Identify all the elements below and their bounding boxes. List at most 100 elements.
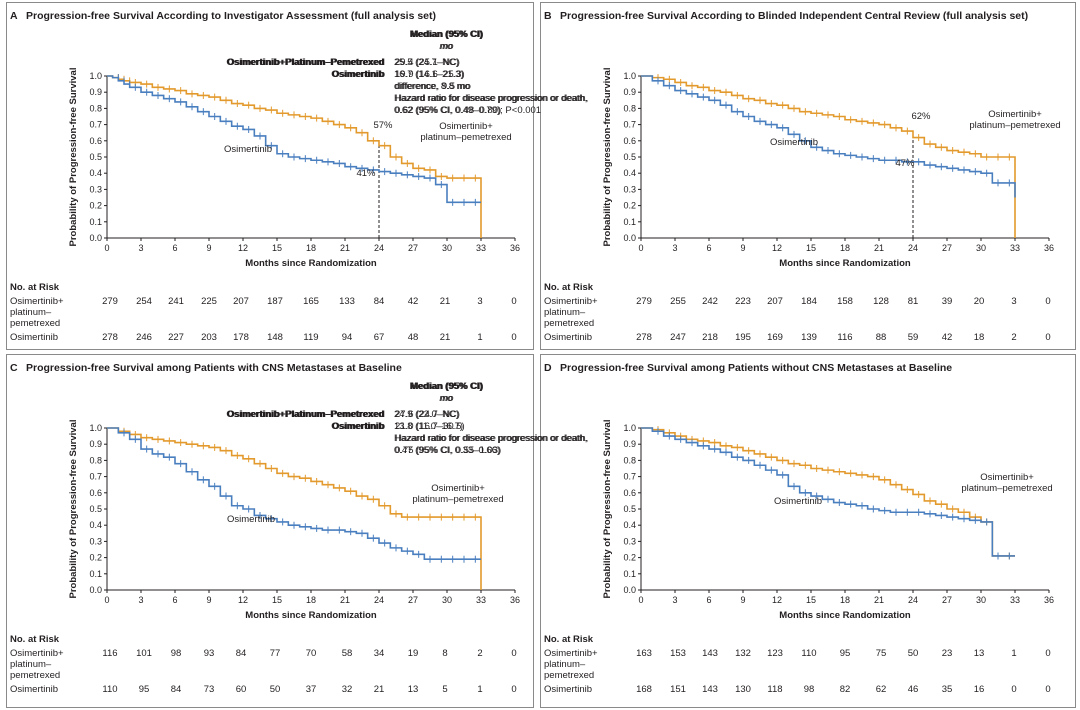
risk-value-combo: 0 <box>1045 296 1050 307</box>
risk-value-mono: 148 <box>267 332 283 343</box>
y-tick-label: 0.2 <box>623 201 636 211</box>
y-tick-label: 0.6 <box>623 136 636 146</box>
risk-value-mono: 278 <box>102 332 118 343</box>
risk-value-combo: 184 <box>801 296 817 307</box>
risk-value-combo: 0 <box>1045 648 1050 659</box>
risk-label-mono: Osimertinib <box>544 684 592 695</box>
risk-value-mono: 98 <box>804 684 815 695</box>
stats-value: Hazard ratio for disease progression or … <box>395 433 588 444</box>
median-unit: mo <box>439 393 452 404</box>
risk-value-combo: 84 <box>374 296 385 307</box>
panel-b: B Progression-free Survival According to … <box>227 10 1060 343</box>
risk-value-mono: 139 <box>801 332 817 343</box>
risk-label-combo: pemetrexed <box>10 670 60 681</box>
curve-label-mono: Osimertinib <box>774 496 822 507</box>
y-tick-label: 0.7 <box>623 472 636 482</box>
risk-value-combo: 21 <box>440 296 451 307</box>
risk-header: No. at Risk <box>544 634 594 645</box>
x-tick-label: 24 <box>908 595 918 605</box>
x-tick-label: 18 <box>306 595 316 605</box>
panel-title: Progression-free Survival According to I… <box>26 10 436 22</box>
median-unit: mo <box>439 41 452 52</box>
risk-value-combo: 110 <box>801 648 816 659</box>
panel-title: Progression-free Survival among Patients… <box>26 362 402 374</box>
stats-label: Osimertinib <box>332 421 385 432</box>
risk-value-combo: 132 <box>735 648 751 659</box>
y-tick-label: 0.9 <box>623 87 636 97</box>
risk-label-combo: platinum– <box>10 659 52 670</box>
x-tick-label: 0 <box>104 595 109 605</box>
x-tick-label: 24 <box>374 243 384 253</box>
y-tick-label: 0.0 <box>623 585 636 595</box>
risk-value-combo: 165 <box>303 296 319 307</box>
y-tick-label: 0.6 <box>89 136 102 146</box>
risk-value-mono: 46 <box>908 684 919 695</box>
y-tick-label: 0.7 <box>623 120 636 130</box>
x-tick-label: 3 <box>138 595 143 605</box>
risk-value-mono: 0 <box>511 684 516 695</box>
y-tick-label: 0.5 <box>623 504 636 514</box>
risk-value-mono: 1 <box>477 684 482 695</box>
x-tick-label: 27 <box>942 243 952 253</box>
median-unit: mo <box>440 41 453 52</box>
x-tick-label: 18 <box>306 243 316 253</box>
curve-label-mono: Osimertinib <box>770 137 818 148</box>
x-tick-label: 6 <box>172 243 177 253</box>
risk-value-mono: 0 <box>1045 332 1050 343</box>
panel-letter: C <box>10 362 18 374</box>
risk-value-mono: 73 <box>204 684 215 695</box>
risk-value-combo: 19 <box>408 648 419 659</box>
x-tick-label: 6 <box>172 595 177 605</box>
x-tick-label: 12 <box>238 595 248 605</box>
stats-value: 27.6 (24.7–NC) <box>395 409 460 420</box>
risk-value-mono: 88 <box>876 332 887 343</box>
risk-value-combo: 242 <box>702 296 718 307</box>
risk-label-combo: Osimertinib+ <box>10 648 64 659</box>
x-tick-label: 21 <box>874 243 884 253</box>
risk-value-combo: 223 <box>735 296 751 307</box>
x-axis-label: Months since Randomization <box>245 258 377 269</box>
y-tick-label: 0.0 <box>623 233 636 243</box>
stats-label: Osimertinib+Platinum–Pemetrexed <box>226 57 384 68</box>
risk-value-combo: 58 <box>342 648 353 659</box>
km-curve-mono <box>641 427 1015 557</box>
stats-value: 0.62 (95% CI, 0.49–0.79); P<0.001 <box>394 105 541 116</box>
stats-label: Osimertinib <box>332 69 385 80</box>
risk-value-mono: 247 <box>670 332 686 343</box>
y-axis-label: Probability of Progression-free Survival <box>602 68 613 247</box>
y-tick-label: 0.1 <box>623 569 636 579</box>
y-axis-label: Probability of Progression-free Survival <box>68 68 79 247</box>
y-tick-label: 0.9 <box>89 87 102 97</box>
risk-value-combo: 8 <box>442 648 447 659</box>
stats-value: 0.75 (95% CI, 0.55–1.03) <box>395 445 501 456</box>
callout-combo: 62% <box>911 111 931 122</box>
x-tick-label: 36 <box>510 595 520 605</box>
x-tick-label: 21 <box>874 595 884 605</box>
x-tick-label: 9 <box>740 243 745 253</box>
risk-value-mono: 195 <box>735 332 751 343</box>
x-tick-label: 33 <box>1010 243 1020 253</box>
stats-value: 0.47 (95% CI, 0.33–0.66) <box>394 445 500 456</box>
stats-value: Hazard ratio for disease progression or … <box>394 433 587 444</box>
y-tick-label: 0.3 <box>623 184 636 194</box>
x-tick-label: 12 <box>238 243 248 253</box>
risk-value-mono: 48 <box>408 332 419 343</box>
callout-mono: 47% <box>895 158 915 169</box>
risk-value-mono: 42 <box>942 332 953 343</box>
risk-label-combo: pemetrexed <box>544 318 594 329</box>
risk-value-combo: 187 <box>267 296 283 307</box>
x-tick-label: 12 <box>772 243 782 253</box>
stats-label: Osimertinib <box>331 421 384 432</box>
risk-value-combo: 84 <box>236 648 247 659</box>
x-tick-label: 9 <box>206 243 211 253</box>
risk-value-combo: 128 <box>873 296 889 307</box>
x-tick-label: 36 <box>1044 595 1054 605</box>
risk-value-mono: 1 <box>477 332 482 343</box>
x-tick-label: 15 <box>272 595 282 605</box>
km-curve-combo <box>107 427 482 590</box>
risk-value-combo: 241 <box>168 296 184 307</box>
y-tick-label: 0.3 <box>623 536 636 546</box>
x-tick-label: 0 <box>638 243 643 253</box>
risk-value-combo: 123 <box>767 648 783 659</box>
